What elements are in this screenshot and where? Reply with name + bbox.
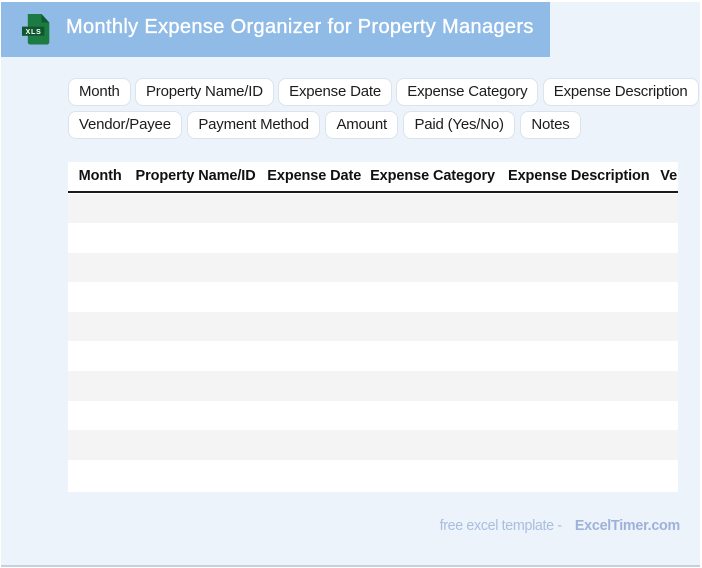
svg-text:XLS: XLS [25, 27, 41, 36]
